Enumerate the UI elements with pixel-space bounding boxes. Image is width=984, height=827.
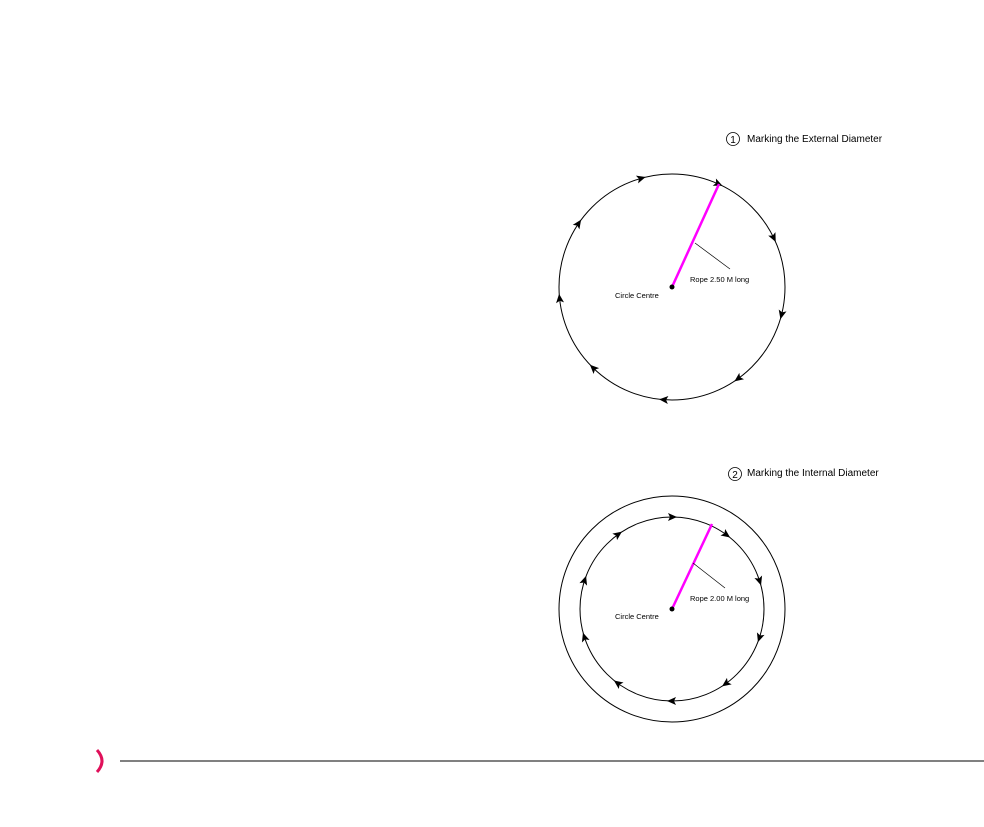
step-number: 2 <box>732 470 738 481</box>
direction-arrow-icon <box>589 364 600 374</box>
rope-leader-line <box>692 562 726 589</box>
rope-leader-line <box>694 242 731 270</box>
circle-centre-point <box>669 606 675 612</box>
direction-arrow-icon <box>668 513 677 521</box>
step-number: 1 <box>730 135 736 146</box>
rope-label: Rope 2.00 M long <box>690 594 749 603</box>
direction-arrow-icon <box>712 178 723 186</box>
footer-accent-mark <box>95 748 104 774</box>
rope-label: Rope 2.50 M long <box>690 275 749 284</box>
direction-arrow-icon <box>659 396 669 404</box>
diagram-internal-diameter: 2 Marking the Internal Diameter Rope 2.0… <box>558 467 879 723</box>
direction-arrow-icon <box>756 632 765 643</box>
direction-arrow-icon <box>722 677 732 687</box>
direction-arrow-icon <box>613 680 624 690</box>
direction-arrow-icon <box>581 632 590 643</box>
direction-arrow-icon <box>734 372 745 382</box>
diagram-title: Marking the External Diameter <box>747 134 883 145</box>
direction-arrow-icon <box>579 575 588 586</box>
direction-arrow-icon <box>635 175 646 184</box>
direction-arrows <box>556 175 787 404</box>
rope-line <box>670 523 714 610</box>
rope-line <box>670 183 721 288</box>
centre-label: Circle Centre <box>615 612 659 621</box>
external-circle <box>558 173 786 401</box>
direction-arrow-icon <box>720 528 731 538</box>
direction-arrow-icon <box>572 219 582 230</box>
diagram-external-diameter: 1 Marking the External Diameter Rope 2.5… <box>556 132 883 404</box>
direction-arrow-icon <box>667 697 676 705</box>
circle-centre-point <box>669 284 675 290</box>
external-circle <box>558 495 786 723</box>
centre-label: Circle Centre <box>615 291 659 300</box>
direction-arrows <box>579 513 765 705</box>
step-number-badge <box>726 132 740 146</box>
direction-arrow-icon <box>612 531 622 541</box>
step-number-badge <box>728 467 742 481</box>
direction-arrow-icon <box>556 293 565 304</box>
diagram-title: Marking the Internal Diameter <box>747 468 879 479</box>
direction-arrow-icon <box>768 232 776 242</box>
direction-arrow-icon <box>754 575 763 586</box>
direction-arrow-icon <box>778 309 787 320</box>
